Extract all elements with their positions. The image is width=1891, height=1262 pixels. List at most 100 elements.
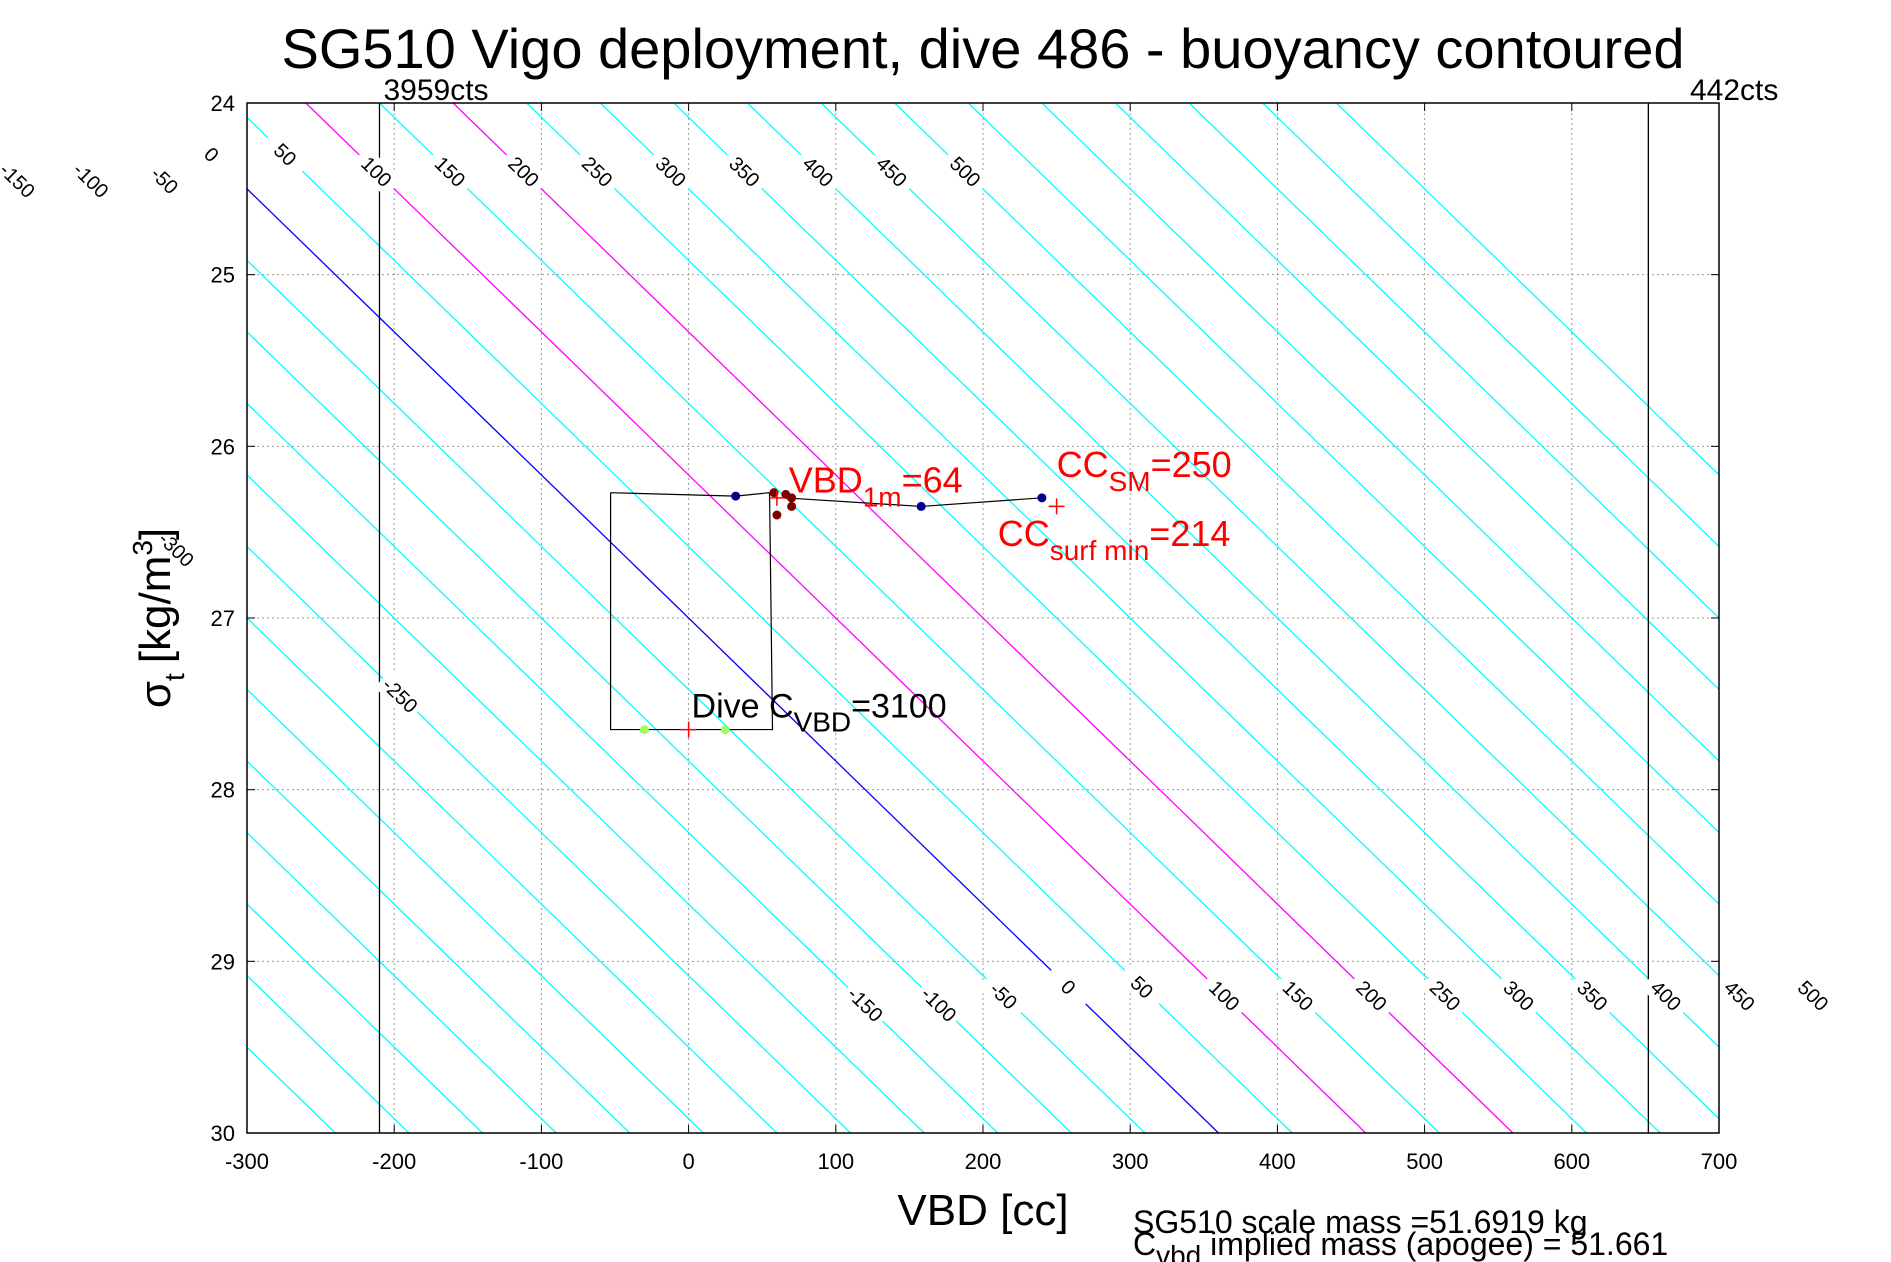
contour-line — [820, 103, 1719, 977]
annotation-sub: 1m — [863, 482, 902, 513]
count-label: 442cts — [1690, 74, 1778, 107]
contour-label-bg — [1272, 970, 1324, 1021]
contour-line — [247, 116, 1293, 1133]
contour-line — [967, 103, 1719, 834]
contour-line — [1115, 103, 1719, 691]
y-tick-label: 24 — [211, 91, 235, 116]
contour-label-bg — [978, 970, 1030, 1021]
contour-label-bg — [1116, 961, 1168, 1013]
data-point — [639, 725, 649, 735]
annotation-main: Dive C — [692, 688, 794, 726]
contour-label-bg — [424, 146, 476, 197]
x-tick-label: 700 — [1701, 1149, 1738, 1174]
x-tick-label: 500 — [1406, 1149, 1443, 1174]
contour-label-bg — [186, 129, 238, 180]
x-tick-label: -100 — [519, 1149, 563, 1174]
contour-line — [247, 760, 631, 1133]
dive-trajectory — [605, 487, 1047, 735]
y-tick-label: 27 — [211, 606, 235, 631]
contour-label-bg — [939, 146, 991, 197]
x-tick-label: 600 — [1553, 1149, 1590, 1174]
contour-line — [747, 103, 1719, 1049]
y-tick-label: 28 — [211, 778, 235, 803]
annotation-main: CC — [998, 513, 1050, 554]
y-tick-label: 30 — [211, 1121, 235, 1146]
annotation-sub: surf min — [1050, 535, 1150, 566]
data-point — [720, 725, 730, 735]
x-tick-label: 300 — [1112, 1149, 1149, 1174]
data-point — [772, 510, 782, 520]
annotation-tail: =3100 — [851, 688, 947, 726]
footer-scale-mass: SG510 scale mass =51.6919 kg — [1133, 1204, 1588, 1240]
reference-markers — [680, 489, 1065, 738]
reference-marker — [768, 489, 785, 506]
contour-label-bg — [1493, 970, 1545, 1021]
contour-label-bg — [1419, 970, 1471, 1021]
contour-label-bg — [645, 146, 697, 197]
contour-label-bg — [350, 146, 403, 197]
x-tick-label: -200 — [372, 1149, 416, 1174]
contour-label-bg — [913, 978, 965, 1030]
contour-line — [1335, 103, 1719, 476]
contour-label-bg — [1198, 970, 1250, 1021]
contour-label-bg — [1346, 970, 1398, 1021]
y-axis-label-unit-post: ] — [131, 528, 180, 540]
contour-labels: -200-150-100-500501001502002503003504004… — [0, 129, 1839, 1030]
annotation-label: Dive CVBD=3100 — [692, 688, 947, 738]
contour-line — [247, 474, 925, 1133]
contour-label-bg — [571, 146, 623, 197]
annotation-sub: VBD — [794, 707, 852, 738]
footer-implied-mass-sub: vbd — [1156, 1240, 1201, 1262]
contour-line — [247, 402, 999, 1133]
y-axis-label-main: σ — [131, 681, 180, 708]
annotation-label: VBD1m=64 — [789, 460, 963, 513]
data-point — [916, 501, 926, 511]
x-axis-label: VBD [cc] — [897, 1186, 1068, 1235]
data-point — [731, 491, 741, 501]
annotation-tail: =214 — [1149, 513, 1230, 554]
contour-label-bg — [1787, 970, 1839, 1021]
data-point — [787, 501, 797, 511]
contour-line — [1041, 103, 1719, 762]
reference-marker — [1048, 498, 1065, 515]
contour-label-bg — [498, 146, 550, 197]
contour-line — [247, 903, 483, 1133]
contour-line — [452, 103, 1514, 1133]
annotation-main: VBD — [789, 460, 863, 501]
footer-implied-mass-main: C — [1133, 1226, 1156, 1262]
annotation-sub: SM — [1109, 466, 1151, 497]
annotation-label: CCSM=250 — [1057, 444, 1232, 497]
annotation-label: CCsurf min=214 — [998, 513, 1231, 566]
contour-label-bg — [1640, 970, 1692, 1021]
contour-label-bg — [792, 146, 844, 197]
data-point — [1037, 493, 1047, 503]
contour-label-bg — [138, 154, 191, 206]
contour-line — [247, 617, 778, 1133]
contour-label-bg — [259, 129, 311, 180]
chart-title: SG510 Vigo deployment, dive 486 - buoyan… — [281, 17, 1684, 80]
y-tick-label: 25 — [211, 263, 235, 288]
data-point — [787, 493, 797, 503]
contour-line — [526, 103, 1587, 1133]
contour-line — [247, 688, 704, 1133]
x-axis-ticks: -300 -200 -100 0 100 200 300 400 500 600 700 — [225, 103, 1737, 1174]
y-axis-ticks: 24 25 26 27 28 29 30 — [211, 91, 1719, 1146]
x-tick-label: 0 — [682, 1149, 694, 1174]
contour-label-bg — [1566, 970, 1618, 1021]
y-axis-label: σt [kg/m3] — [127, 528, 190, 708]
contour-line — [379, 103, 1440, 1133]
contour-label-bg — [839, 978, 891, 1030]
contour-line — [673, 103, 1719, 1120]
footer-implied-mass-tail: implied mass (apogee) = 51.661 — [1201, 1226, 1668, 1262]
x-tick-label: 100 — [817, 1149, 854, 1174]
y-axis-label-sub: t — [159, 673, 190, 681]
annotation-main: CC — [1057, 444, 1109, 485]
contour-label-bg — [866, 146, 918, 197]
buoyancy-contours — [247, 103, 1719, 1133]
contour-line — [599, 103, 1661, 1133]
x-tick-label: -300 — [225, 1149, 269, 1174]
contour-line — [894, 103, 1719, 906]
y-axis-label-unit-sup: 3 — [127, 540, 158, 556]
